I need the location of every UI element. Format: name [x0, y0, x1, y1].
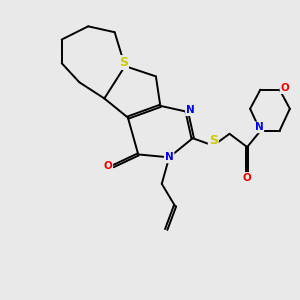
Text: S: S: [119, 56, 128, 69]
Text: O: O: [280, 83, 289, 93]
Text: S: S: [209, 134, 218, 147]
Text: N: N: [186, 105, 195, 115]
Text: N: N: [165, 152, 173, 162]
Text: O: O: [243, 173, 251, 183]
Text: O: O: [103, 161, 112, 171]
Text: N: N: [255, 122, 263, 132]
